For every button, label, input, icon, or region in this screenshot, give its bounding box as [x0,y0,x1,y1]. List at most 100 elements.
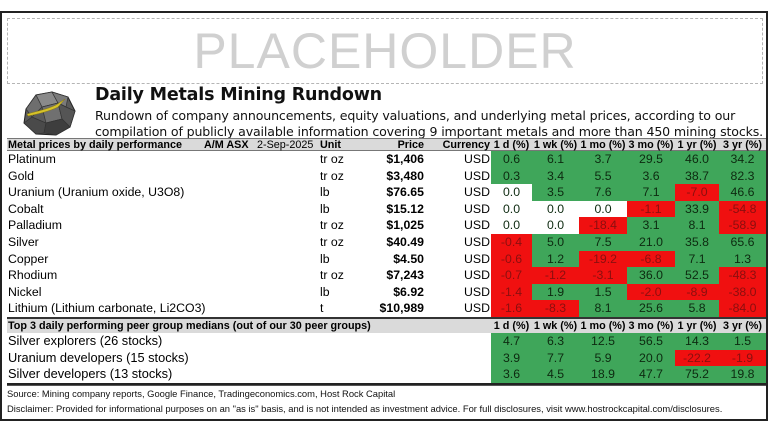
metal-price: $7,243 [386,268,424,283]
pct-header-1d: 1 d (%) [491,139,532,151]
pct-1yr: 33.9 [675,200,719,218]
metal-row: Palladium tr oz $1,025 USD 0.0 0.0 -18.4 3.1 8.1… [7,217,766,234]
pct-1d: 0.3 [491,167,532,185]
pct-1wk: 4.5 [532,366,579,383]
metal-unit: tr oz [320,152,344,166]
pct-3yr: -54.8 [719,200,766,218]
metal-currency: USD [464,234,490,249]
metal-name: Nickel [8,284,42,299]
metal-name: Copper [8,251,49,266]
placeholder-banner: PLACEHOLDER [7,18,763,84]
peer-group-name: Uranium developers (15 stocks) [8,349,189,365]
pct-1yr: 7.1 [675,250,719,268]
pct-1mo: 12.5 [579,332,627,350]
metal-row: Platinum tr oz $1,406 USD 0.6 6.1 3.7 29.5 46.0 3… [7,151,766,168]
pct-3mo: 21.0 [627,233,675,251]
peer-row: Silver developers (13 stocks) 3.6 4.5 18.9 4… [7,366,766,383]
metal-currency: USD [464,152,490,166]
pct-1d: -0.4 [491,233,532,251]
pct-3mo: 7.1 [627,184,675,201]
pct-1mo: -3.1 [579,267,627,284]
pct-3yr: -1.9 [719,349,766,367]
peer-header-3yr: 3 yr (%) [719,318,766,333]
pct-3yr: -38.0 [719,283,766,301]
pct-1mo: -19.2 [579,250,627,268]
metal-currency: USD [464,185,490,200]
frame-bottom-border [0,419,768,421]
pct-3yr: 1.5 [719,332,766,350]
metal-name: Cobalt [8,201,44,216]
pct-1wk: 6.1 [532,151,579,168]
metal-currency: USD [464,168,490,183]
pct-header-3yr: 3 yr (%) [719,139,766,151]
source-note: Source: Mining company reports, Google F… [7,385,766,401]
metal-name: Palladium [8,218,62,233]
unit-header: Unit [320,139,341,151]
pct-1yr: 38.7 [675,167,719,185]
pct-1d: 3.6 [491,366,532,383]
pct-header-1yr: 1 yr (%) [675,139,719,151]
pct-1yr: 75.2 [675,366,719,383]
pct-3yr: 1.3 [719,250,766,268]
peer-row: Uranium developers (15 stocks) 3.9 7.7 5.9 2… [7,349,766,367]
report-frame: PLACEHOLDER Daily Metals Mining Rundown … [0,11,768,421]
peer-header-1yr: 1 yr (%) [675,318,719,333]
metal-currency: USD [464,284,490,299]
peer-header-1mo: 1 mo (%) [579,318,627,333]
placeholder-text: PLACEHOLDER [193,23,577,79]
metal-price: $40.49 [386,234,424,249]
pct-1mo: 18.9 [579,366,627,383]
pct-3yr: 82.3 [719,167,766,185]
metal-row: Lithium (Lithium carbonate, Li2CO3) t $10,… [7,300,766,317]
metal-price: $10,989 [379,301,424,316]
peer-header-1d: 1 d (%) [491,318,532,333]
metal-row: Cobalt lb $15.12 USD 0.0 0.0 0.0 -1.1 33.9 -54.8 [7,200,766,218]
peer-header-1wk: 1 wk (%) [532,318,579,333]
peer-header-3mo: 3 mo (%) [627,318,675,333]
peer-row: Silver explorers (26 stocks) 4.7 6.3 12.5 56… [7,332,766,350]
pct-1d: -1.6 [491,300,532,317]
metal-currency: USD [464,268,490,283]
pct-1mo: 5.5 [579,167,627,185]
pct-header-3mo: 3 mo (%) [627,139,675,151]
pct-1d: -0.6 [491,250,532,268]
pct-1wk: 0.0 [532,200,579,218]
metal-price: $6.92 [393,284,424,299]
pct-3mo: 20.0 [627,349,675,367]
date-label: 2-Sep-2025 [257,139,314,151]
subtitle-line-1: Rundown of company announcements, equity… [95,108,736,123]
pct-3mo: 25.6 [627,300,675,317]
pct-1wk: 7.7 [532,349,579,367]
pct-1mo: 7.5 [579,233,627,251]
peer-group-name: Silver developers (13 stocks) [8,366,173,382]
subtitle-line-2: compilation of publicly available inform… [95,123,764,139]
metal-price: $1,025 [386,218,424,233]
pct-3mo: -1.1 [627,200,675,218]
pct-1yr: 35.8 [675,233,719,251]
metal-unit: t [320,301,324,316]
pct-1mo: 1.5 [579,283,627,301]
pct-3mo: -6.8 [627,250,675,268]
rock-with-gold-vein-icon [23,91,76,136]
pct-1wk: -8.3 [532,300,579,317]
metal-rows: Platinum tr oz $1,406 USD 0.6 6.1 3.7 29.5 46.0 3… [7,151,766,317]
report-title: Daily Metals Mining Rundown [95,85,382,105]
metal-row: Nickel lb $6.92 USD -1.4 1.9 1.5 -2.0 -8.9 -38.0 [7,283,766,301]
pct-1mo: 8.1 [579,300,627,317]
metal-price: $3,480 [386,168,424,183]
pct-1d: 0.0 [491,184,532,201]
metal-name: Silver [8,234,39,249]
pct-3mo: 3.6 [627,167,675,185]
pct-1yr: 52.5 [675,267,719,284]
pct-1yr: 8.1 [675,217,719,234]
pct-1wk: 6.3 [532,332,579,350]
pct-1yr: 5.8 [675,300,719,317]
disclaimer-note: Disclaimer: Provided for informational p… [7,403,723,414]
pct-1d: 0.0 [491,217,532,234]
metals-table-header: Metal prices by daily performance A/M AS… [7,138,766,151]
pct-3yr: 19.8 [719,366,766,383]
metal-currency: USD [464,301,490,316]
metal-name: Rhodium [8,268,58,283]
metal-row: Uranium (Uranium oxide, U3O8) lb $76.65 USD… [7,184,766,201]
pct-1wk: 0.0 [532,217,579,234]
